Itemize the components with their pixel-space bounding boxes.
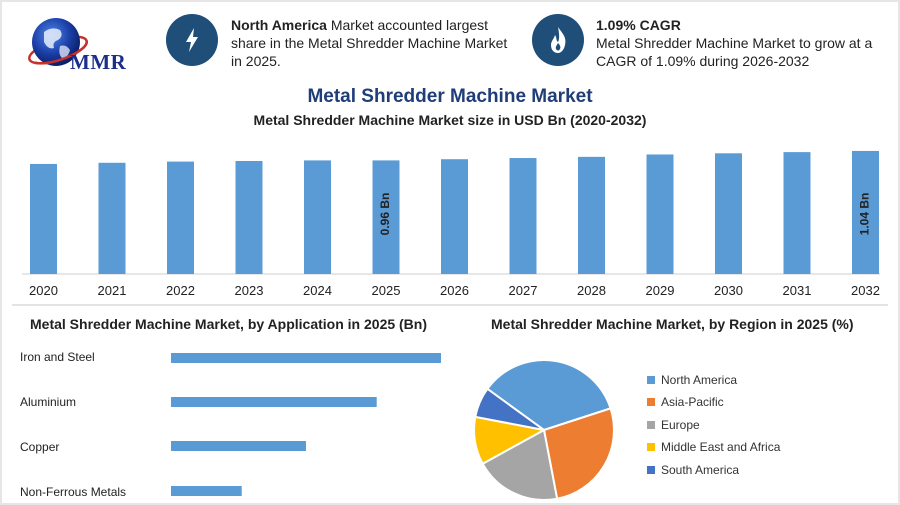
legend-swatch: [647, 443, 655, 451]
x-tick-2024: 2024: [303, 283, 332, 298]
x-tick-2030: 2030: [714, 283, 743, 298]
app-label-copper: Copper: [20, 440, 60, 454]
region-chart-title: Metal Shredder Machine Market, by Region…: [491, 316, 854, 332]
app-label-iron-and-steel: Iron and Steel: [20, 350, 95, 364]
app-bar-aluminium: [171, 397, 377, 407]
market-size-bar-chart: 2020 2021 2022 2023 2024 2025 2026 2027 2028 2029…: [22, 150, 880, 298]
pie-slice-europe: [481, 428, 559, 501]
legend-swatch: [647, 421, 655, 429]
pie-slice-asia-pacific: [542, 407, 615, 500]
bar-2030: [715, 153, 742, 274]
bar-2023: [235, 160, 263, 274]
info1-text: Market accounted largest share in the Me…: [231, 17, 508, 69]
x-tick-2021: 2021: [98, 283, 127, 298]
legend-item-south-america: South America: [647, 463, 739, 477]
info-cagr: 1.09% CAGR Metal Shredder Machine Market…: [596, 16, 886, 70]
legend-label: Europe: [661, 418, 700, 432]
legend-swatch: [647, 398, 655, 406]
app-bar-non-ferrous-metals: [171, 486, 242, 496]
info-north-america: North America Market accounted largest s…: [231, 16, 516, 70]
pie-slice-south-america: [474, 387, 545, 431]
bar-2020: [30, 163, 57, 274]
bar-2021: [98, 162, 126, 274]
bar-2027: [509, 158, 537, 274]
bar-2025: [372, 160, 400, 274]
section-divider: [12, 304, 888, 306]
app-bar-iron-and-steel: [171, 353, 441, 363]
bar-2032: [852, 150, 879, 274]
x-tick-2020: 2020: [29, 283, 58, 298]
info2-text: Metal Shredder Machine Market to grow at…: [596, 35, 873, 69]
region-pie-chart: [473, 359, 615, 501]
bar-2028: [578, 156, 605, 274]
info2-bold: 1.09% CAGR: [596, 17, 681, 33]
legend-item-europe: Europe: [647, 418, 700, 432]
x-tick-2025: 2025: [372, 283, 401, 298]
data-label-2032: 1.04 Bn: [858, 193, 872, 236]
x-tick-2031: 2031: [783, 283, 812, 298]
legend-item-north-america: North America: [647, 373, 737, 387]
chart-subtitle: Metal Shredder Machine Market size in US…: [253, 112, 647, 128]
application-chart-title: Metal Shredder Machine Market, by Applic…: [30, 316, 428, 332]
bar-2024: [304, 160, 331, 274]
x-tick-2023: 2023: [235, 283, 264, 298]
legend-swatch: [647, 466, 655, 474]
x-tick-2032: 2032: [851, 283, 880, 298]
bar-2022: [167, 161, 194, 274]
x-tick-2026: 2026: [440, 283, 469, 298]
x-tick-2028: 2028: [577, 283, 606, 298]
legend-label: South America: [661, 463, 740, 477]
lightning-icon: [166, 14, 218, 66]
app-label-aluminium: Aluminium: [20, 395, 77, 409]
x-tick-2027: 2027: [509, 283, 538, 298]
legend-label: North America: [661, 373, 738, 387]
app-bar-copper: [171, 441, 306, 451]
legend-label: Asia-Pacific: [661, 395, 724, 409]
app-label-non-ferrous-metals: Non-Ferrous Metals: [20, 485, 127, 499]
legend-item-middle-east-and-africa: Middle East and Africa: [647, 440, 780, 454]
bar-2026: [441, 159, 468, 274]
legend-label: Middle East and Africa: [661, 440, 781, 454]
legend-item-asia-pacific: Asia-Pacific: [647, 395, 724, 409]
data-label-2025: 0.96 Bn: [378, 193, 392, 236]
legend-swatch: [647, 376, 655, 384]
x-tick-2022: 2022: [166, 283, 195, 298]
logo-text: MMR: [70, 50, 127, 74]
info1-bold: North America: [231, 17, 327, 33]
x-tick-2029: 2029: [646, 283, 675, 298]
bar-2031: [783, 152, 811, 274]
page-title: Metal Shredder Machine Market: [307, 86, 593, 107]
application-bar-chart: [171, 353, 441, 496]
bar-2029: [646, 154, 674, 274]
pie-slice-north-america: [485, 359, 612, 432]
mmr-logo: [28, 18, 88, 66]
flame-icon: [532, 14, 584, 66]
